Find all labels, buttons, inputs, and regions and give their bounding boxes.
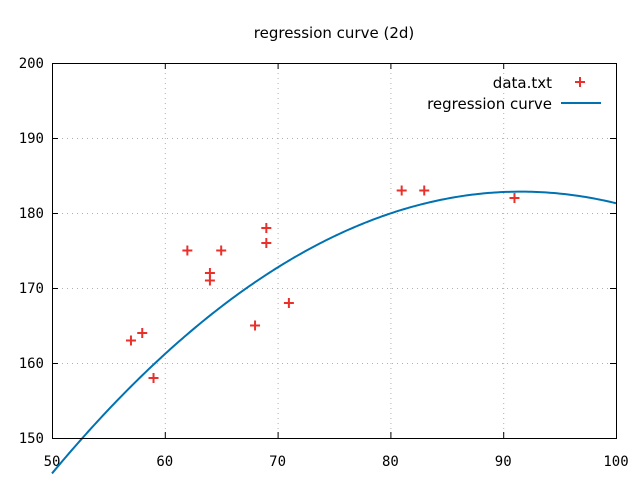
axis-tick-labels: 50 60 70 80 90 100 150 160 170 180 190 200 xyxy=(19,56,629,470)
chart-title: regression curve (2d) xyxy=(254,24,414,42)
x-tick-label: 90 xyxy=(495,454,512,470)
data-point xyxy=(216,245,227,256)
data-point xyxy=(148,373,159,383)
data-point xyxy=(250,320,261,331)
data-point xyxy=(137,328,148,338)
plot-border xyxy=(52,63,617,439)
data-point xyxy=(283,298,294,308)
plot-area xyxy=(51,185,617,475)
data-point xyxy=(396,185,407,196)
y-tick-label: 180 xyxy=(19,206,44,222)
legend: data.txt regression curve xyxy=(427,74,601,113)
data-point xyxy=(182,245,193,256)
grid-lines xyxy=(52,63,616,438)
x-tick-label: 80 xyxy=(382,454,399,470)
y-tick-label: 150 xyxy=(19,431,44,447)
data-point xyxy=(419,185,430,196)
legend-label-regression: regression curve xyxy=(427,95,552,113)
y-tick-label: 200 xyxy=(19,56,44,72)
data-point xyxy=(261,223,272,233)
x-tick-label: 100 xyxy=(603,454,628,470)
x-tick-label: 50 xyxy=(44,454,61,470)
data-point xyxy=(509,193,520,203)
x-tick-label: 70 xyxy=(269,454,286,470)
legend-marker-data xyxy=(575,77,585,87)
legend-plus-marker xyxy=(575,77,585,87)
data-point xyxy=(261,238,272,248)
data-point xyxy=(204,275,215,286)
y-tick-label: 190 xyxy=(19,131,44,147)
regression-curve-line xyxy=(51,190,617,475)
x-tick-label: 60 xyxy=(156,454,173,470)
legend-label-data: data.txt xyxy=(493,74,552,92)
y-tick-label: 160 xyxy=(19,356,44,372)
data-point xyxy=(125,335,136,346)
y-tick-label: 170 xyxy=(19,281,44,297)
